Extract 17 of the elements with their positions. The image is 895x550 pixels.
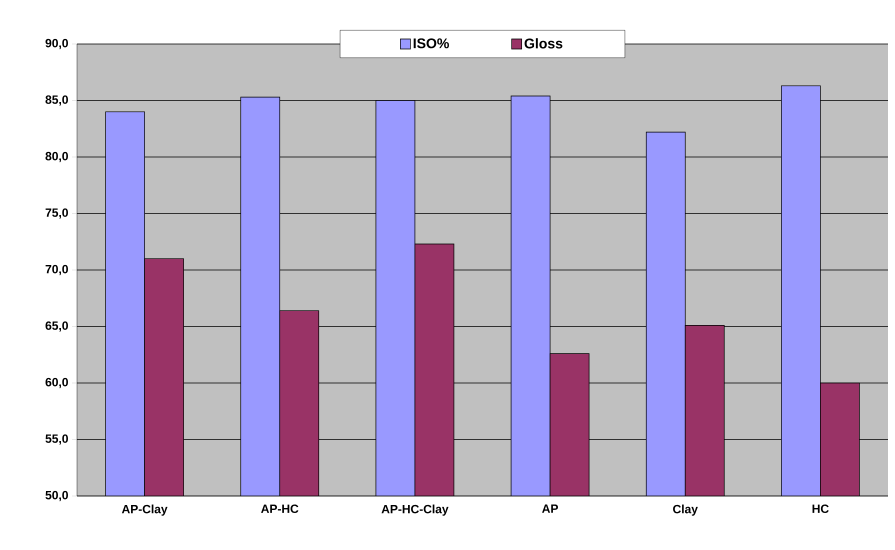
y-tick-label: 55,0 <box>45 434 68 445</box>
y-tick-label: 75,0 <box>46 208 68 219</box>
x-tick-label: AP-Clay <box>122 504 168 516</box>
legend-label: ISO% <box>414 38 449 48</box>
x-tick-label: AP-HC <box>261 504 298 514</box>
y-tick-label: 60,0 <box>46 378 68 388</box>
y-tick-label: 80,0 <box>45 152 68 162</box>
legend-label: Gloss <box>524 38 562 48</box>
y-tick-label: 70,0 <box>46 264 68 276</box>
y-tick-label: 50,0 <box>45 490 68 502</box>
x-tick-label: HC <box>812 504 829 514</box>
x-tick-label: AP <box>542 504 558 513</box>
y-tick-label: 90,0 <box>46 38 68 50</box>
x-tick-label: AP-HC-Clay <box>382 504 449 516</box>
x-tick-label: Clay <box>673 504 698 516</box>
y-tick-label: 65,0 <box>46 321 68 332</box>
y-tick-label: 85,0 <box>45 95 68 106</box>
